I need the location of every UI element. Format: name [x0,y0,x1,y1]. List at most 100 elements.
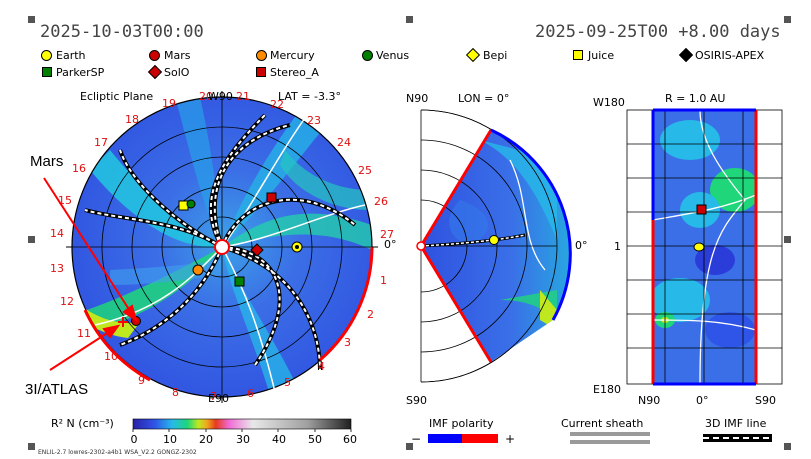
sector-number: 9 [138,374,145,387]
colorbar-tick: 40 [272,433,286,446]
parkersp-marker [234,276,245,287]
legend-label: Mercury [270,49,315,62]
corner-handle [28,236,35,243]
imf-plus-label: + [505,432,516,446]
sun-icon [214,239,230,255]
earth-marker [489,235,499,245]
colorbar-tick: 60 [343,433,357,446]
ecliptic-plane-plot [66,91,378,403]
legend-label: Juice [588,49,615,62]
square-icon [42,67,52,77]
sector-number: 24 [337,136,351,149]
sector-number: 15 [58,194,72,207]
legend-label: Venus [376,49,410,62]
meridional-plane-plot [416,109,572,383]
imf-polarity-legend [428,434,498,443]
circle-icon [149,50,160,61]
sector-number: 13 [50,262,64,275]
density-colorbar: 0 10 20 30 40 50 60 [131,418,357,446]
atlas-marker [118,317,128,327]
ecliptic-title: Ecliptic Plane [80,90,153,103]
r-label: R = 1.0 AU [665,92,725,105]
earth-marker [693,242,705,252]
legend-label: Stereo_A [270,66,319,79]
time-right: 2025-09-25T00 +8.00 days [535,22,781,42]
sector-number: 12 [60,295,74,308]
corner-handle [28,443,35,450]
radial-bottom-left-label: E180 [593,383,621,396]
radial-zero-label: 0° [696,394,709,407]
corner-handle [784,16,791,23]
radial-s-label: S90 [755,394,776,407]
imf-minus-label: − [411,432,422,446]
corner-handle [784,443,791,450]
ecliptic-top-label: W90 [208,90,233,103]
sector-number: 19 [162,97,176,110]
colorbar-label: R² N (cm⁻³) [51,417,114,430]
legend-label: Mars [164,49,191,62]
atlas-annotation: 3I/ATLAS [25,381,89,398]
sector-number-labels: 1 2 3 4 5 6 7 8 9 10 11 12 13 14 15 16 1… [50,90,394,403]
meridional-right-label: 0° [575,239,588,252]
corner-handle [406,443,413,450]
sector-number: 10 [104,350,118,363]
sector-number: 8 [172,386,179,399]
lat-label: LAT = -3.3° [278,90,341,103]
colorbar-tick: 30 [236,433,250,446]
sector-number: 6 [247,387,254,400]
sector-number: 20 [199,90,213,103]
legend-label: Earth [56,49,86,62]
sector-number: 1 [380,274,387,287]
sector-number: 14 [50,227,64,240]
model-info: ENLIL-2.7 lowres-2302-a4b1 WSA_V2.2 GONG… [38,449,197,456]
corner-handle [28,16,35,23]
corner-handle [784,236,791,243]
sector-number: 26 [374,195,388,208]
sector-number: 5 [284,376,291,389]
legend-label: Bepi [483,49,508,62]
colorbar-tick: 20 [199,433,213,446]
sector-number: 11 [77,327,91,340]
square-icon [256,67,266,77]
osiris-apex-marker [295,245,299,249]
sector-number: 2 [367,308,374,321]
mars-annotation: Mars [30,153,64,170]
meridional-top-label: N90 [406,92,428,105]
legend-label: OSIRIS-APEX [695,49,765,62]
ecliptic-right-label: 0° [384,238,397,251]
atlas-arrow [49,324,121,371]
juice-marker [178,200,189,211]
ecliptic-bottom-label: E90 [208,392,229,405]
stereo-a-marker [266,192,277,203]
sector-number: 18 [125,113,139,126]
circle-icon [362,50,373,61]
radial-mid-left-label: 1 [614,240,621,253]
sector-number: 16 [72,162,86,175]
meridional-bottom-label: S90 [406,394,427,407]
sun-icon [416,241,426,251]
imf-line-symbol [703,434,772,442]
current-sheath-symbol [570,432,650,444]
sector-number: 23 [307,114,321,127]
imf-line-label: 3D IMF line [705,417,767,430]
sector-number: 25 [358,164,372,177]
circle-icon [41,50,52,61]
sector-number: 17 [94,136,108,149]
lon-label: LON = 0° [458,92,509,105]
sector-number: 27 [380,228,394,241]
sector-number: 7 [210,390,217,403]
legend-label: SolO [164,66,190,79]
radial-map-plot [626,108,783,386]
current-sheath-label: Current sheath [561,417,644,430]
colorbar-tick: 10 [163,433,177,446]
sector-number: 3 [344,336,351,349]
corner-handle [406,16,413,23]
time-left: 2025-10-03T00:00 [40,22,204,42]
stereo-a-marker [696,204,707,215]
radial-top-left-label: W180 [593,96,625,109]
colorbar-tick: 0 [131,433,138,446]
venus-marker [186,199,196,209]
legend-label: ParkerSP [56,66,105,79]
